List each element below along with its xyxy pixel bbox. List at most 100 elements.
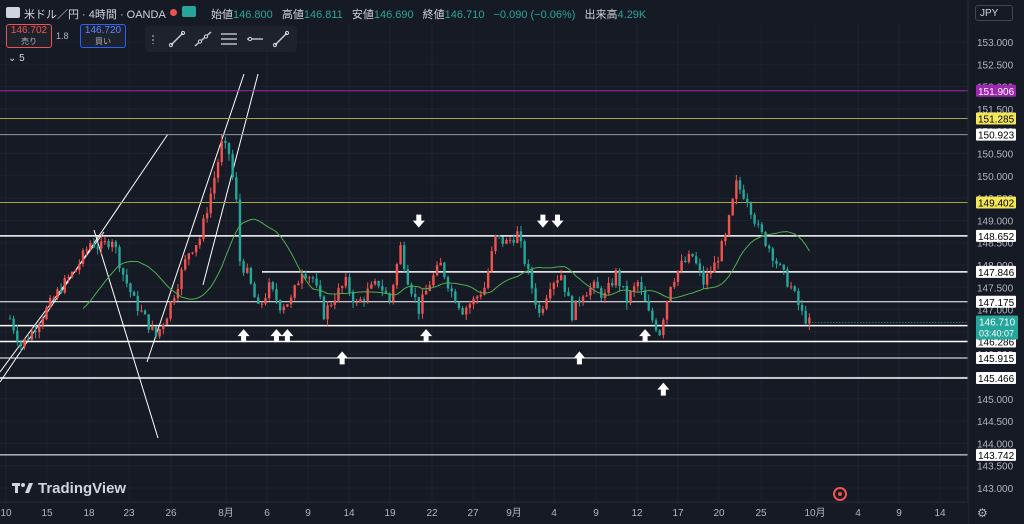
candle-body [308,277,311,279]
candle-body [344,277,347,287]
candle-body [494,235,497,252]
ray-icon[interactable] [245,30,265,48]
horizontal-levels [0,90,968,456]
close-label: 終値 [422,9,445,21]
candle-body [716,261,720,263]
candle-body [388,293,391,302]
price-level-value: 145.915 [978,354,1015,365]
current-price-value: 146.710 [979,318,1016,329]
candlestick-series [8,134,811,352]
time-tick-label: 25 [755,508,767,519]
moving-average-line [82,218,810,309]
candle-body [632,286,636,292]
candle-body [392,285,395,302]
candle-body [450,288,453,292]
candle-body [48,297,52,308]
drag-handle-icon[interactable] [151,34,155,44]
time-tick-label: 18 [83,508,95,519]
flag-icon[interactable] [182,6,196,17]
indicator-toggle[interactable]: ⌄ 5 [8,53,25,64]
candle-body [143,310,147,315]
candle-body [27,338,30,340]
sell-button[interactable]: 146.702 売り [6,24,52,48]
candle-body [297,283,300,286]
candle-body [359,299,362,303]
time-tick-label: 6 [264,508,270,519]
candle-body [695,256,698,264]
price-level-value: 143.742 [978,451,1015,462]
candle-body [121,268,125,275]
horizontal-lines-icon[interactable] [219,30,239,48]
price-level-tag [976,351,1016,364]
price-level-tag [976,84,1016,97]
price-level-value: 148.652 [978,232,1015,243]
candle-body [78,263,81,271]
tradingview-mark-icon [12,481,34,498]
candle-body [165,318,169,325]
arrow-up-icon [336,351,349,365]
info-line-icon[interactable] [271,30,291,48]
candle-body [293,285,296,298]
record-icon[interactable] [833,487,847,501]
candle-body [778,263,782,265]
candle-body [384,290,388,294]
market-status-icon [170,9,177,16]
candle-body [213,177,216,194]
ohlc-readout: 始値146.800 高値146.811 安値146.690 終値146.710 … [211,6,652,22]
symbol-title[interactable]: 米ドル／円 · 4時間 · OANDA [24,9,166,21]
candle-body [465,307,468,315]
currency-selector[interactable]: JPY [975,5,1013,21]
candle-body [264,298,267,304]
buy-label: 買い [95,37,111,46]
candle-body [249,267,253,284]
gear-icon[interactable]: ⚙ [977,506,988,520]
price-level-tag [976,295,1016,308]
candle-body [373,280,377,285]
candle-body [176,288,180,299]
candle-body [786,269,789,287]
candle-body [709,272,712,274]
candle-body [421,294,424,314]
candle-body [749,202,753,215]
candle-body [340,286,344,289]
extended-line-icon[interactable] [193,30,213,48]
time-tick-label: 19 [384,508,396,519]
candle-body [654,320,658,331]
candle-body [267,282,271,299]
candle-body [673,281,676,287]
candle-body [362,299,366,301]
time-tick-label: 4 [551,508,557,519]
candle-body [154,326,158,337]
candle-body [574,300,577,321]
candle-body [516,231,519,243]
candle-body [771,248,775,261]
trend-line-icon[interactable] [167,30,187,48]
candle-body [432,275,435,286]
candle-body [702,270,705,285]
candle-body [705,273,709,285]
candle-body [147,314,150,330]
time-tick-label: 4 [855,508,861,519]
price-tick-label: 143.500 [977,462,1014,473]
candle-body [173,298,176,303]
high-value: 146.811 [303,9,343,21]
candle-body [70,272,74,278]
time-axis[interactable]: 10 15 18 23 26 8月 6 9 14 19 22 27 9月 4 9 12 17 20 25 10月 4 9 1… [0,507,946,519]
candle-body [235,177,238,200]
candle-body [118,247,121,269]
time-axis-background [0,502,968,524]
arrow-down-icon [551,214,564,228]
close-value: 146.710 [444,9,485,21]
candle-body [457,302,461,309]
buy-button[interactable]: 146.720 買い [80,24,126,48]
candle-body [596,281,599,289]
candle-body [800,305,804,311]
candle-body [731,198,734,216]
open-value: 146.800 [233,9,273,21]
candle-body [59,289,63,293]
candle-body [8,318,12,320]
candle-body [315,278,318,286]
candle-body [651,310,654,321]
candle-body [395,264,399,286]
